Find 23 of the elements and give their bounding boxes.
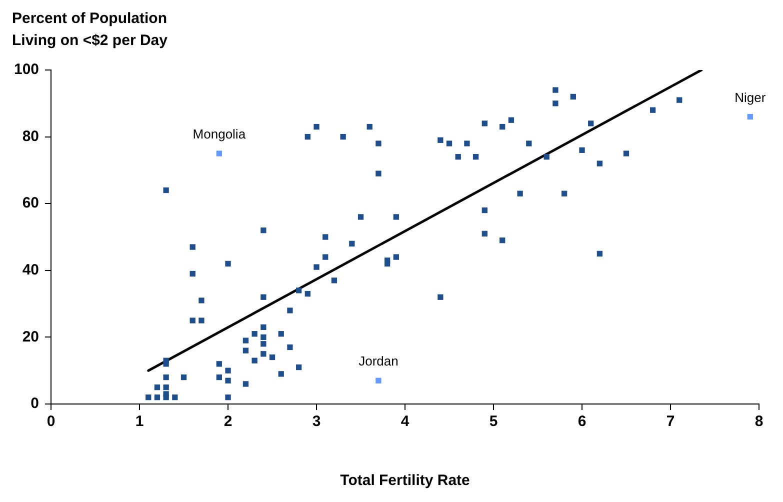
point [216, 150, 222, 156]
x-tick-label: 2 [224, 413, 232, 430]
y-tick-label: 20 [22, 328, 40, 346]
annotation: Jordan [358, 354, 398, 369]
x-axis-title: Total Fertility Rate [340, 472, 470, 490]
annotation: Niger [734, 90, 766, 105]
x-tick-label: 3 [312, 413, 321, 430]
x-tick-label: 5 [489, 413, 498, 430]
point [376, 378, 382, 384]
annotation: Mongolia [192, 126, 246, 142]
x-tick-label: 1 [135, 413, 144, 430]
y-axis-title: Percent of Population Living on <$2 per Day [12, 9, 168, 51]
y-tick-label: 0 [30, 395, 40, 412]
x-tick-label: 4 [400, 413, 410, 430]
y-tick-label: 40 [22, 262, 40, 279]
x-tick-label: 8 [754, 413, 764, 430]
y-tick-label: 80 [22, 128, 40, 145]
x-tick-label: 6 [578, 413, 586, 430]
x-tick-label: 7 [666, 413, 675, 430]
x-tick-label: 0 [46, 413, 56, 430]
y-tick-label: 100 [14, 61, 40, 78]
y-tick-label: 60 [22, 194, 40, 212]
point [747, 114, 753, 120]
